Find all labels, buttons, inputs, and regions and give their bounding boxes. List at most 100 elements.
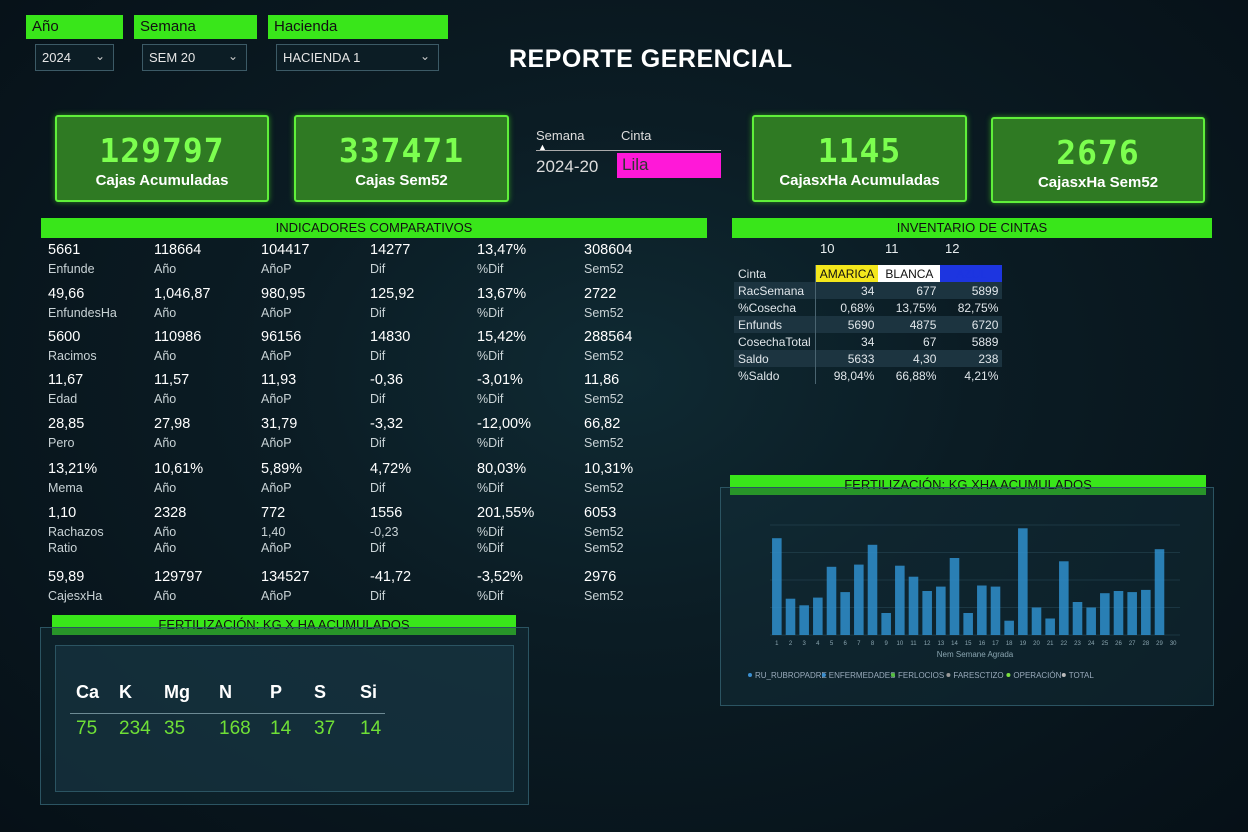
indicator-value: 96156 (261, 329, 302, 345)
indicator-value: 10,31% (584, 461, 634, 477)
indicator-value: 134527 (261, 569, 310, 585)
x-tick-label: 6 (843, 641, 847, 647)
indicator-cell: 2722 Sem52 (584, 286, 624, 320)
indicator-cell: 1,10 Rachazos Ratio (48, 505, 104, 555)
inventory-cell: 66,88% (895, 368, 937, 383)
indicator-cell: -3,01% %Dif (477, 372, 523, 406)
divider (536, 150, 721, 151)
nutrient-name: K (119, 682, 132, 702)
chart-bar (895, 565, 905, 635)
indicator-cell: 10,61% Año (154, 461, 203, 495)
indicator-label: %Dif (477, 262, 504, 276)
indicator-label: AñoP (261, 262, 292, 276)
indicator-label: Dif (370, 262, 386, 276)
indicator-value: -3,01% (477, 372, 523, 388)
indicator-label: Dif (370, 589, 386, 603)
indicator-label: %Dif (477, 541, 504, 555)
week-col-12: 12 (945, 241, 960, 256)
inventory-cell: 34 (815, 282, 879, 299)
indicator-label: Año (154, 392, 177, 406)
chevron-down-icon: ⌄ (227, 49, 238, 63)
indicator-value: 13,47% (477, 242, 527, 258)
indicator-value: 80,03% (477, 461, 527, 477)
chart-bar (949, 558, 960, 635)
kpi-label: CajasxHa Acumuladas (779, 172, 940, 189)
indicator-value: 28,85 (48, 416, 85, 432)
indicator-label: AñoP (261, 481, 292, 495)
indicator-value: -41,72 (370, 569, 412, 585)
indicator-label: AñoP (261, 541, 292, 555)
chart-bar (1059, 561, 1069, 635)
inventory-table: Cinta AMARICA BLANCA AZUL RacSemana 34 677… (734, 265, 1003, 384)
x-tick-label: 15 (965, 641, 972, 647)
indicator-cell: 10,31% Sem52 (584, 461, 633, 495)
inventory-cell: 0,68% (840, 300, 875, 315)
indicator-cell: 31,79 AñoP (261, 416, 297, 450)
x-tick-label: 10 (896, 641, 903, 647)
nutrient-name: Ca (76, 682, 100, 702)
x-tick-label: 22 (1060, 641, 1067, 647)
x-tick-label: 24 (1088, 641, 1095, 647)
indicator-cell: 11,57 Año (154, 372, 189, 406)
inventory-row: RacSemana 34 677 5899 (734, 282, 1003, 299)
indicator-cell: -41,72 Dif (370, 569, 411, 603)
kpi-cajasxha-sem52: 2676 CajasxHa Sem52 (991, 117, 1205, 203)
indicator-label: %Dif (477, 392, 504, 406)
nutrient-name: Si (360, 682, 378, 702)
indicator-value: 11,93 (261, 372, 297, 388)
indicator-label: %Dif (477, 589, 504, 603)
indicator-label: Pero (48, 436, 75, 450)
indicator-value: 2328 (154, 505, 187, 521)
indicator-cell: 5600 Racimos (48, 329, 97, 363)
week-header: Semana (536, 128, 585, 143)
indicator-cell: 288564 Sem52 (584, 329, 632, 363)
indicator-value: 6053 (584, 505, 617, 521)
nutrient-value: 14 (270, 718, 292, 739)
indicator-value: 104417 (261, 242, 310, 258)
chart-bar (1086, 607, 1096, 635)
inventory-cell: 5899 (940, 282, 1003, 299)
week-filter-label: Semana (134, 15, 257, 39)
indicator-label: AñoP (261, 306, 292, 320)
year-select[interactable]: 2024 ⌄ (35, 44, 114, 71)
x-tick-label: 12 (924, 641, 931, 647)
fert-chart-title: FERTILIZACIÓN: KG XHA ACUMULADOS (730, 475, 1206, 495)
nutrient-name: Mg (164, 682, 190, 702)
indicator-value: 5,89% (261, 461, 303, 477)
indicator-label: Enfunde (48, 262, 95, 276)
x-tick-label: 8 (871, 641, 875, 647)
indicator-cell: 980,95 AñoP (261, 286, 305, 320)
kpi-value: 1145 (817, 131, 902, 170)
chart-bar (990, 586, 1001, 635)
indicator-label: %Dif (477, 349, 504, 363)
indicator-cell: 308604 Sem52 (584, 242, 632, 276)
legend-swatch (1006, 673, 1011, 677)
chart-bar (1004, 620, 1014, 635)
indicator-value: 49,66 (48, 286, 85, 302)
legend-swatch (946, 673, 951, 677)
inventory-cell: 4,30 (878, 350, 941, 367)
sort-up-icon: ▲ (538, 142, 547, 152)
inventory-cell: 34 (861, 334, 875, 349)
farm-select[interactable]: HACIENDA 1 ⌄ (276, 44, 439, 71)
indicator-label: Año (154, 481, 177, 495)
inventory-row-label: Saldo (734, 350, 816, 367)
x-tick-label: 5 (830, 641, 834, 647)
indicator-cell: 1,046,87 Año (154, 286, 210, 320)
indicator-value: 1,10 (48, 505, 77, 521)
chart-bar (936, 586, 946, 635)
indicator-label: Sem52 (584, 481, 624, 495)
chart-bar (1141, 589, 1151, 635)
inventory-row-label: %Cosecha (734, 299, 816, 316)
x-tick-label: 30 (1170, 641, 1177, 647)
week-select[interactable]: SEM 20 ⌄ (142, 44, 247, 71)
indicator-label: Año (154, 541, 177, 555)
week-value: 2024-20 (536, 157, 599, 176)
indicator-label: %Dif (477, 306, 504, 320)
indicators-title: INDICADORES COMPARATIVOS (41, 218, 707, 238)
inventory-cell: 82,75% (957, 300, 999, 315)
indicator-label: Año (154, 306, 177, 320)
chart-bar (785, 598, 796, 635)
x-tick-label: 2 (789, 641, 793, 647)
indicator-label: Año (154, 589, 177, 603)
